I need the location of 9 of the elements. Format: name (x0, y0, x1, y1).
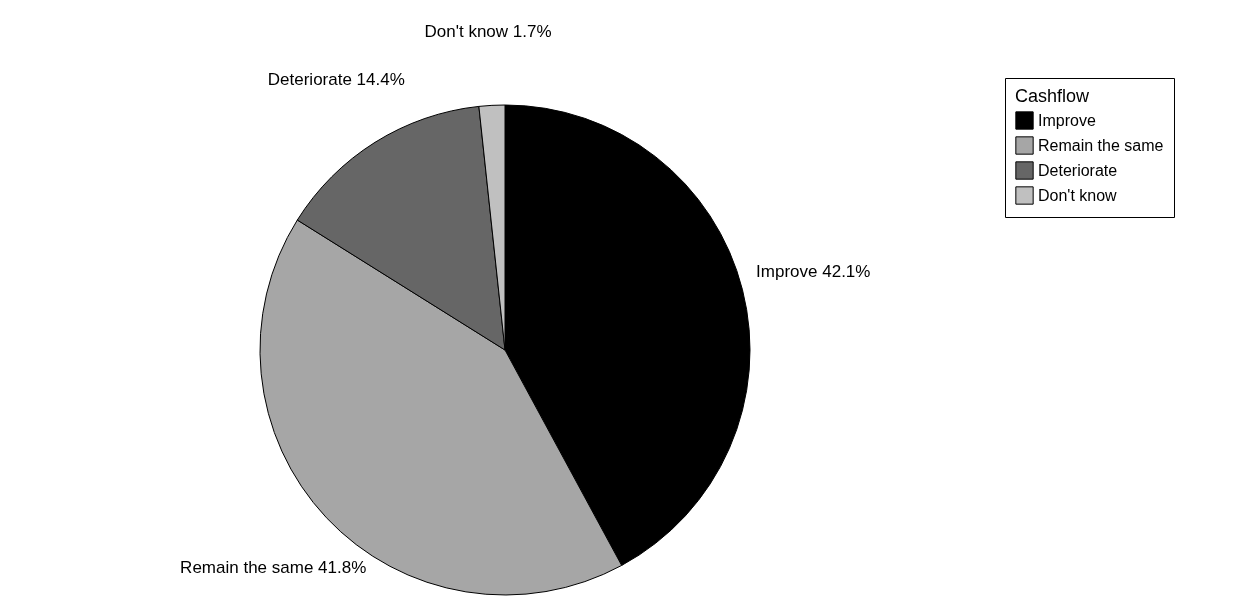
legend-label: Improve (1038, 111, 1096, 129)
legend-label: Don't know (1038, 186, 1118, 204)
legend-label: Deteriorate (1038, 161, 1118, 179)
category-label: Don't know 1.7% (424, 22, 552, 42)
category-label: Improve 42.1% (756, 261, 871, 281)
legend-title: Cashflow (1015, 86, 1091, 106)
category-label: Remain the same 41.8% (180, 557, 367, 577)
legend-label: Remain the same (1038, 136, 1164, 154)
category-label: Deteriorate 14.4% (267, 70, 405, 90)
